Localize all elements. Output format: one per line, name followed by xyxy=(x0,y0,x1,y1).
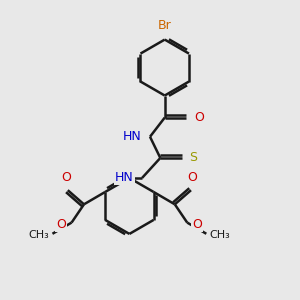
Text: CH₃: CH₃ xyxy=(209,230,230,240)
Text: O: O xyxy=(188,171,197,184)
Text: Br: Br xyxy=(158,19,172,32)
Text: CH₃: CH₃ xyxy=(29,230,50,240)
Text: O: O xyxy=(194,111,204,124)
Text: HN: HN xyxy=(115,172,134,184)
Text: O: O xyxy=(61,171,71,184)
Text: O: O xyxy=(193,218,202,231)
Text: S: S xyxy=(189,152,197,164)
Text: HN: HN xyxy=(123,130,142,143)
Text: O: O xyxy=(56,218,66,231)
